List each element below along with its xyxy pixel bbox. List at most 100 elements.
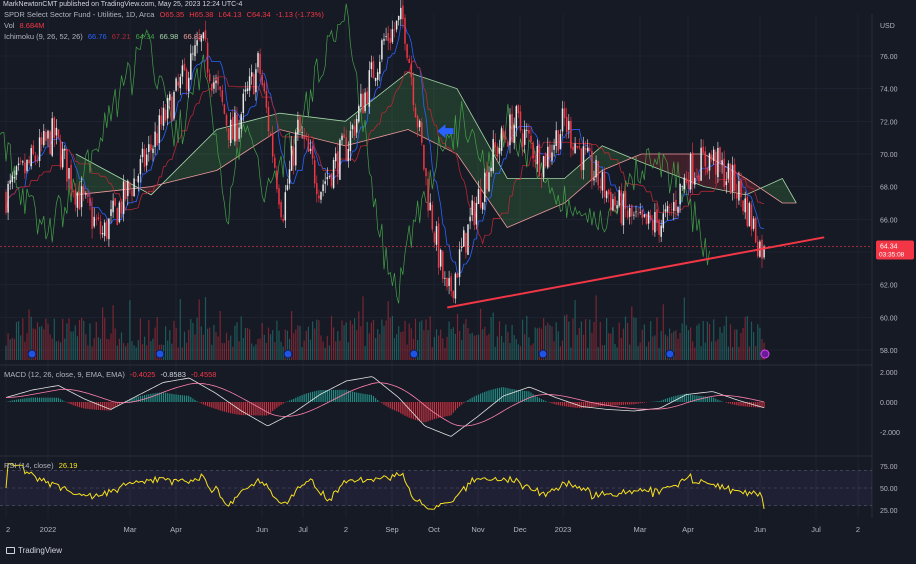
macd-histogram-bar: [532, 394, 534, 402]
ohlc-open: O65.35: [159, 10, 185, 19]
volume-bar: [404, 320, 406, 360]
volume-bar: [22, 318, 24, 360]
rsi-label[interactable]: RSI (14, close): [4, 461, 54, 470]
candle-body: [414, 107, 417, 118]
candle-body: [221, 90, 224, 102]
volume-bar: [137, 340, 139, 360]
macd-label[interactable]: MACD (12, 26, close, 9, EMA, EMA): [4, 370, 125, 379]
candle-body: [53, 117, 56, 138]
candle-body: [555, 130, 557, 147]
volume-bar: [171, 343, 173, 360]
macd-histogram-bar: [606, 402, 608, 407]
macd-histogram-bar: [566, 402, 568, 407]
volume-bar: [125, 346, 127, 360]
volume-bar: [368, 333, 370, 360]
cloud-segment: [501, 168, 505, 224]
cloud-segment: [378, 92, 382, 138]
macd-histogram-bar: [568, 402, 570, 407]
candle-body: [225, 114, 228, 126]
macd-histogram-bar: [662, 399, 664, 402]
ichimoku-span-b-value: 66.83: [183, 32, 203, 41]
macd-histogram-bar: [118, 402, 120, 405]
candle-body: [677, 207, 679, 213]
candle-body: [263, 83, 266, 92]
volume-bar: [400, 332, 402, 360]
tradingview-footer[interactable]: TradingView: [6, 546, 62, 555]
macd-histogram-bar: [608, 402, 610, 406]
volume-bar: [68, 318, 70, 360]
volume-bar: [505, 324, 507, 360]
candle-body: [559, 134, 562, 150]
candle-body: [683, 177, 686, 190]
macd-histogram-bar: [93, 402, 95, 410]
candle-body: [442, 251, 444, 280]
volume-bar: [236, 322, 238, 360]
macd-histogram-bar: [215, 402, 217, 409]
macd-histogram-bar: [370, 394, 372, 402]
macd-histogram-bar: [480, 393, 482, 402]
time-tick-label: Jun: [256, 525, 268, 534]
candle-body: [660, 225, 662, 237]
cloud-segment: [573, 167, 577, 195]
cloud-segment: [639, 154, 643, 163]
candle-body: [234, 112, 236, 142]
volume-bar: [291, 311, 293, 360]
cloud-segment: [93, 163, 97, 193]
symbol-name[interactable]: SPDR Select Sector Fund - Utilities, 1D,…: [4, 10, 155, 19]
time-tick-label: 2: [344, 525, 348, 534]
volume-bar: [64, 338, 66, 360]
macd-histogram-bar: [135, 397, 137, 402]
macd-histogram-bar: [18, 399, 20, 402]
last-price-tag: [876, 240, 914, 260]
macd-histogram-bar: [270, 402, 272, 413]
macd-histogram-bar: [230, 402, 232, 414]
cloud-segment: [684, 154, 688, 181]
macd-histogram-bar: [603, 402, 606, 407]
macd-histogram-bar: [616, 402, 618, 406]
macd-histogram-bar: [141, 395, 144, 402]
candle-body: [421, 122, 423, 143]
macd-histogram-bar: [87, 402, 89, 409]
macd-histogram-bar: [320, 390, 322, 402]
volume-label[interactable]: Vol: [4, 21, 15, 30]
macd-histogram-bar: [681, 394, 683, 402]
candle-body: [347, 148, 350, 162]
candle-body: [30, 148, 32, 167]
volume-bar: [343, 325, 345, 360]
macd-histogram-bar: [748, 402, 750, 407]
volume-bar: [740, 333, 742, 360]
price-tick-label: 72.00: [880, 119, 898, 126]
candle-body: [276, 170, 278, 190]
ichimoku-label[interactable]: Ichimoku (9, 26, 52, 26): [4, 32, 83, 41]
candle-body: [517, 105, 520, 114]
candle-body: [215, 80, 217, 84]
macd-histogram-bar: [211, 402, 213, 408]
cloud-segment: [201, 141, 205, 175]
macd-histogram-bar: [664, 398, 666, 402]
macd-signal-value: -0.4558: [191, 370, 217, 379]
macd-histogram-bar: [410, 402, 412, 419]
volume-bar: [251, 343, 253, 360]
time-tick-label: 2023: [555, 525, 572, 534]
candle-body: [656, 209, 658, 223]
macd-histogram-bar: [213, 402, 215, 409]
candle-body: [450, 276, 452, 292]
macd-histogram-bar: [108, 402, 110, 411]
volume-bar: [471, 332, 473, 360]
candle-body: [185, 69, 188, 90]
volume-bar: [261, 323, 263, 360]
macd-histogram-bar: [740, 402, 742, 406]
ohlc-close: C64.34: [246, 10, 271, 19]
macd-histogram-bar: [286, 401, 288, 402]
volume-bar: [414, 318, 417, 360]
volume-bar: [595, 295, 597, 360]
volume-bar: [32, 328, 34, 360]
candle-body: [326, 177, 329, 180]
volume-bar: [482, 329, 484, 360]
macd-histogram-bar: [488, 390, 490, 402]
macd-histogram-bar: [729, 402, 732, 404]
cloud-segment: [468, 109, 472, 176]
macd-histogram-bar: [494, 388, 496, 402]
macd-histogram-bar: [246, 402, 249, 416]
